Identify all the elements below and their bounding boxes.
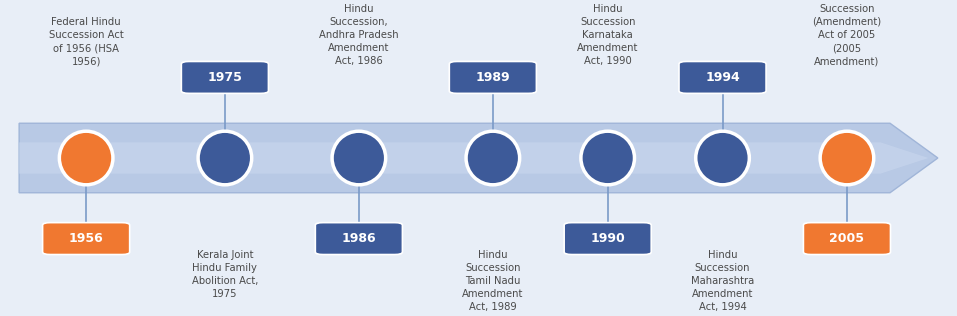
Polygon shape xyxy=(19,142,928,174)
Text: Kerala Joint
Hindu Family
Abolition Act,
1975: Kerala Joint Hindu Family Abolition Act,… xyxy=(191,250,258,299)
Ellipse shape xyxy=(466,131,520,185)
Text: 2005: 2005 xyxy=(830,232,864,245)
FancyBboxPatch shape xyxy=(679,61,766,94)
FancyBboxPatch shape xyxy=(450,61,537,94)
Ellipse shape xyxy=(581,131,634,185)
FancyBboxPatch shape xyxy=(43,222,130,255)
Ellipse shape xyxy=(696,131,749,185)
Text: 1956: 1956 xyxy=(69,232,103,245)
FancyBboxPatch shape xyxy=(804,222,891,255)
Text: Hindu
Succession,
Andhra Pradesh
Amendment
Act, 1986: Hindu Succession, Andhra Pradesh Amendme… xyxy=(319,3,399,66)
Text: 1975: 1975 xyxy=(208,71,242,84)
FancyBboxPatch shape xyxy=(565,222,652,255)
Text: 1990: 1990 xyxy=(590,232,625,245)
Ellipse shape xyxy=(59,131,113,185)
FancyBboxPatch shape xyxy=(182,61,268,94)
Text: Hindu
Succession
Karnataka
Amendment
Act, 1990: Hindu Succession Karnataka Amendment Act… xyxy=(577,3,638,66)
FancyBboxPatch shape xyxy=(316,222,403,255)
Ellipse shape xyxy=(198,131,252,185)
Ellipse shape xyxy=(820,131,874,185)
Text: Hindu
Succession
Tamil Nadu
Amendment
Act, 1989: Hindu Succession Tamil Nadu Amendment Ac… xyxy=(462,250,523,313)
Polygon shape xyxy=(19,123,938,193)
Text: Hindu
Succession
(Amendment)
Act of 2005
(2005
Amendment): Hindu Succession (Amendment) Act of 2005… xyxy=(812,0,881,66)
Text: 1986: 1986 xyxy=(342,232,376,245)
Text: 1994: 1994 xyxy=(705,71,740,84)
Text: Federal Hindu
Succession Act
of 1956 (HSA
1956): Federal Hindu Succession Act of 1956 (HS… xyxy=(49,17,123,66)
Ellipse shape xyxy=(332,131,386,185)
Text: Hindu
Succession
Maharashtra
Amendment
Act, 1994: Hindu Succession Maharashtra Amendment A… xyxy=(691,250,754,313)
Text: 1989: 1989 xyxy=(476,71,510,84)
